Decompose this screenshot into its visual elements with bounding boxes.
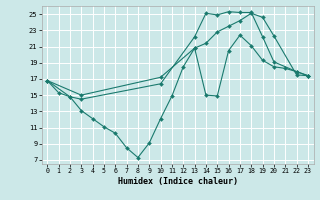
X-axis label: Humidex (Indice chaleur): Humidex (Indice chaleur) — [118, 177, 237, 186]
